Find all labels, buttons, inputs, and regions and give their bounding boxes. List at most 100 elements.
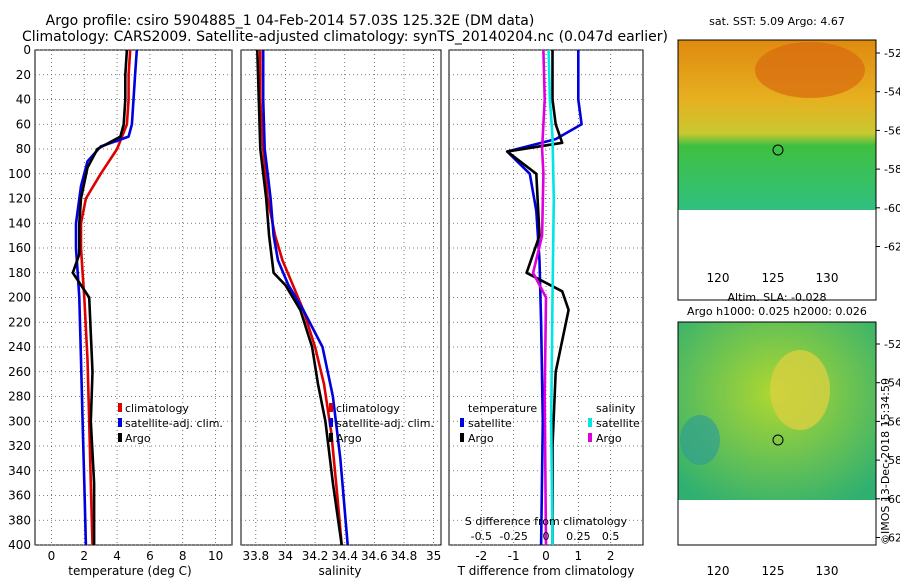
diff-xlabel-top: S difference from climatology	[465, 515, 628, 528]
x-tick-label: 34.6	[361, 549, 388, 563]
depth-tick-label: 180	[8, 266, 31, 280]
series-line-satellite-adj-clim-	[261, 50, 349, 546]
map-lat-label: -56	[884, 415, 900, 428]
x-tick-label: 34.8	[391, 549, 418, 563]
map-lon-label: 125	[762, 271, 785, 285]
depth-tick-label: 40	[16, 93, 31, 107]
x-tick-label: 34	[278, 549, 293, 563]
depth-tick-label: 80	[16, 142, 31, 156]
difference-panel: -2 -1 0 1 2 -0.5 -0.25 0 0.25 0.5 T difference fr…	[448, 49, 644, 578]
depth-tick-label: 400	[8, 538, 31, 552]
top-x-tick-label: -0.5	[471, 530, 492, 543]
sla-nodata	[678, 500, 876, 545]
difference-legend: temperature satellite Argo salinity sate…	[460, 402, 640, 445]
legend-s-satellite: satellite	[596, 417, 640, 430]
x-tick-label: 34.4	[331, 549, 358, 563]
top-x-tick-label: -0.25	[499, 530, 527, 543]
sla-high-patch	[770, 350, 830, 430]
depth-tick-label: 280	[8, 390, 31, 404]
salinity-legend: climatology satellite-adj. clim. Argo	[329, 402, 434, 445]
sla-map: Altim. SLA: -0.028 Argo h1000: 0.025 h20…	[677, 291, 900, 578]
map-lat-label: -62	[884, 532, 900, 545]
argo-location-marker	[772, 434, 784, 446]
x-tick-label: 34.2	[302, 549, 329, 563]
salinity-xlabel: salinity	[318, 564, 361, 578]
map-lat-label: -56	[884, 124, 900, 137]
map-lon-label: 125	[762, 564, 785, 578]
sst-nodata	[678, 210, 876, 300]
map-lat-label: -54	[884, 377, 900, 390]
depth-tick-label: 120	[8, 192, 31, 206]
map-lon-label: 130	[816, 271, 839, 285]
series-line-climatology	[79, 49, 132, 546]
x-tick-label: 4	[113, 549, 121, 563]
depth-tick-label: 340	[8, 464, 31, 478]
map-lat-label: -54	[884, 86, 900, 99]
map-lat-label: -52	[884, 47, 900, 60]
legend-t-satellite: satellite	[468, 417, 512, 430]
series-line-argo	[71, 49, 129, 545]
depth-tick-label: 0	[23, 43, 31, 57]
x-tick-label: 0	[48, 549, 56, 563]
series-line-temperature-satellite	[505, 50, 583, 546]
sla-map-title1: Altim. SLA: -0.028	[727, 291, 826, 304]
x-tick-label: 35	[426, 549, 441, 563]
depth-tick-label: 320	[8, 439, 31, 453]
depth-tick-label: 220	[8, 315, 31, 329]
depth-tick-label: 380	[8, 513, 31, 527]
depth-tick-label: 140	[8, 216, 31, 230]
map-lat-label: -52	[884, 338, 900, 351]
top-x-tick-label: 0	[543, 530, 550, 543]
sst-warm-patch	[755, 42, 865, 98]
x-tick-label: 33.8	[242, 549, 269, 563]
legend-argo: Argo	[336, 432, 362, 445]
depth-tick-label: 300	[8, 414, 31, 428]
x-tick-label: 8	[179, 549, 187, 563]
argo-location-marker	[772, 144, 784, 156]
map-lon-label: 130	[816, 564, 839, 578]
title-line2: Climatology: CARS2009. Satellite-adjuste…	[22, 29, 668, 45]
top-x-tick-label: 0.25	[566, 530, 591, 543]
x-tick-label: -2	[475, 549, 487, 563]
map-lon-label: 120	[707, 564, 730, 578]
x-tick-label: 1	[575, 549, 583, 563]
series-line-salinity-argo	[531, 49, 548, 546]
temperature-xlabel: temperature (deg C)	[68, 564, 191, 578]
legend-salinity-title: salinity	[596, 402, 636, 415]
legend-satellite-adj: satellite-adj. clim.	[125, 417, 223, 430]
sla-map-title2: Argo h1000: 0.025 h2000: 0.026	[687, 305, 867, 318]
x-tick-label: 2	[607, 549, 615, 563]
salinity-panel: 33.8 34 34.2 34.4 34.6 34.8 35 salinity climat…	[240, 49, 442, 578]
depth-tick-label: 260	[8, 365, 31, 379]
sla-low-patch	[680, 415, 720, 465]
series-line-salinity-satellite	[547, 49, 556, 546]
depth-tick-label: 160	[8, 241, 31, 255]
depth-tick-label: 240	[8, 340, 31, 354]
map-lat-label: -58	[884, 163, 900, 176]
series-line-argo	[256, 49, 343, 546]
series-line-temperature-argo	[505, 50, 570, 545]
sst-map: sat. SST: 5.09 Argo: 4.67 -52 -54 -56 -58 -6…	[677, 15, 900, 301]
depth-tick-label: 60	[16, 117, 31, 131]
x-tick-label: 0	[542, 549, 550, 563]
legend-climatology: climatology	[125, 402, 189, 415]
diff-xlabel: T difference from climatology	[457, 564, 635, 578]
map-lat-label: -60	[884, 202, 900, 215]
title-line1: Argo profile: csiro 5904885_1 04-Feb-201…	[46, 13, 535, 29]
depth-tick-label: 200	[8, 291, 31, 305]
map-lat-label: -60	[884, 493, 900, 506]
depth-tick-label: 100	[8, 167, 31, 181]
depth-tick-label: 20	[16, 68, 31, 82]
series-line-satellite-adj-clim-	[74, 49, 139, 546]
x-tick-label: -1	[508, 549, 520, 563]
temperature-panel: 0 2 4 6 8 10 temperature (deg C) climatology …	[34, 49, 233, 578]
legend-argo: Argo	[125, 432, 151, 445]
map-lon-label: 120	[707, 271, 730, 285]
depth-tick-label: 360	[8, 489, 31, 503]
legend-s-argo: Argo	[596, 432, 622, 445]
map-lat-label: -62	[884, 241, 900, 254]
sst-map-title: sat. SST: 5.09 Argo: 4.67	[709, 15, 845, 28]
top-x-tick-label: 0.5	[602, 530, 620, 543]
depth-tick-labels: 0 20 40 60 80 100 120 140 160 180 200 220 240 260 280 3…	[8, 43, 31, 552]
